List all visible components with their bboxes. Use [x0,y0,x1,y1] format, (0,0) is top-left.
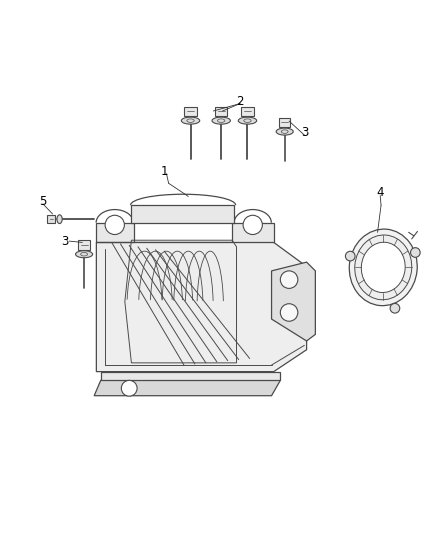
Ellipse shape [410,248,420,257]
Polygon shape [96,223,134,243]
Polygon shape [131,205,234,223]
Polygon shape [47,215,55,223]
Ellipse shape [212,117,230,124]
Circle shape [243,215,262,235]
Ellipse shape [238,117,257,124]
Polygon shape [215,107,227,116]
Circle shape [121,381,137,396]
Polygon shape [94,381,280,395]
Ellipse shape [346,251,355,261]
Text: 1: 1 [160,165,168,177]
Circle shape [105,215,124,235]
Ellipse shape [76,251,93,258]
Ellipse shape [390,303,400,313]
Circle shape [280,271,298,288]
Text: 3: 3 [301,126,308,140]
Circle shape [280,304,298,321]
Text: 4: 4 [376,187,384,199]
Ellipse shape [181,117,200,124]
Polygon shape [232,223,274,243]
Polygon shape [279,118,290,127]
Polygon shape [78,240,90,250]
Text: 5: 5 [39,195,46,208]
Polygon shape [241,107,254,116]
Text: 2: 2 [236,95,244,108]
Polygon shape [101,372,280,381]
Ellipse shape [276,128,293,135]
Ellipse shape [349,229,417,305]
Ellipse shape [57,215,62,223]
Ellipse shape [361,242,405,293]
Ellipse shape [355,235,412,300]
Polygon shape [272,262,315,341]
Text: 3: 3 [61,235,68,248]
Polygon shape [96,243,307,372]
Polygon shape [184,107,197,116]
